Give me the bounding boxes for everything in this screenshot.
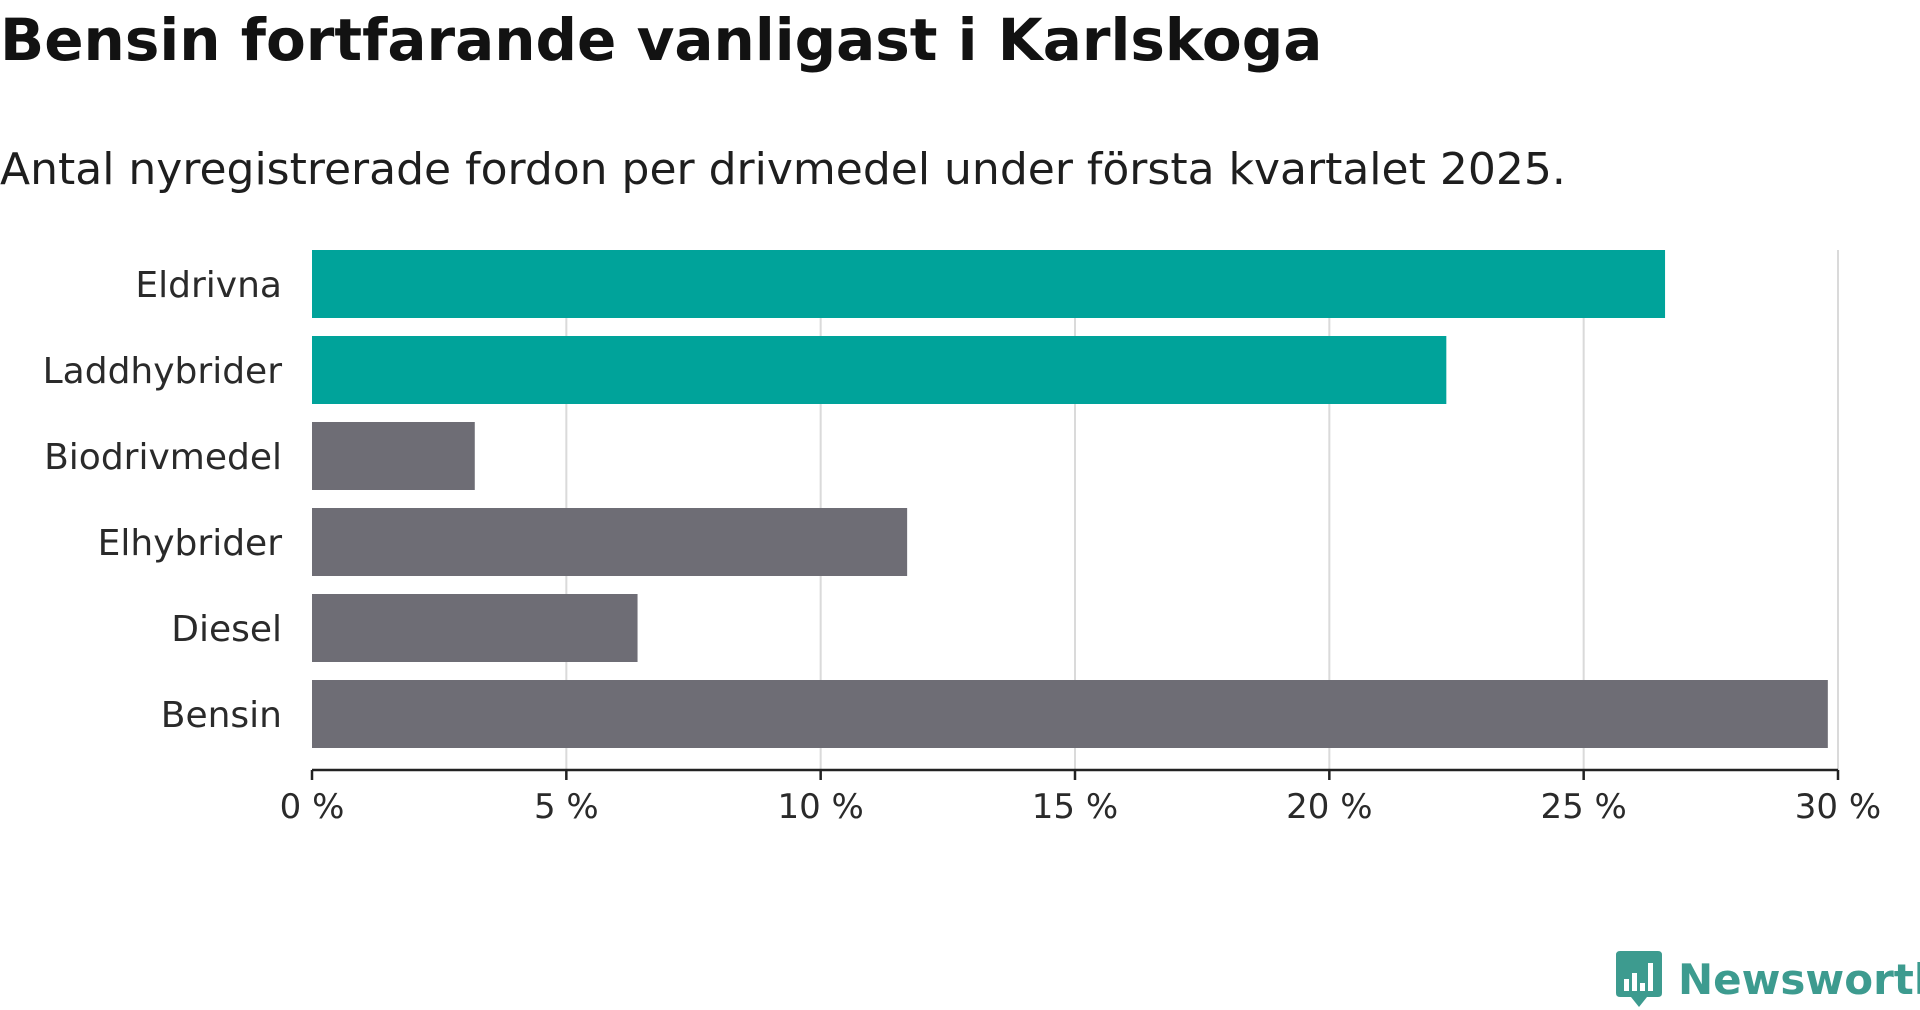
category-label: Eldrivna	[135, 265, 282, 306]
category-label: Laddhybrider	[43, 351, 283, 392]
category-label: Diesel	[171, 609, 282, 650]
x-tick-label: 25 %	[1540, 787, 1626, 827]
bars	[312, 250, 1828, 748]
newsworthy-logo-icon	[1616, 951, 1662, 1007]
category-labels: Eldrivna Laddhybrider Biodrivmedel Elhybrid…	[43, 265, 283, 736]
bar-laddhybrider	[312, 336, 1447, 404]
bar-diesel	[312, 594, 638, 662]
x-tick-label: 5 %	[534, 787, 599, 827]
category-label: Bensin	[161, 695, 282, 736]
x-axis: 0 % 5 % 10 % 15 % 20 % 25 % 30 %	[280, 768, 1881, 827]
x-tick-label: 0 %	[280, 787, 345, 827]
bar-elhybrider	[312, 508, 908, 576]
x-tick-label: 30 %	[1795, 787, 1881, 827]
x-tick-label: 15 %	[1032, 787, 1118, 827]
x-tick-label: 20 %	[1286, 787, 1372, 827]
chart-subtitle: Antal nyregistrerade fordon per drivmede…	[0, 144, 1566, 195]
bar-bensin	[312, 680, 1828, 748]
chart-title: Bensin fortfarande vanligast i Karlskoga	[0, 6, 1323, 74]
category-label: Elhybrider	[98, 523, 283, 564]
category-label: Biodrivmedel	[44, 437, 282, 478]
brand-logo: Newsworthy	[1614, 948, 1920, 1010]
bar-biodrivmedel	[312, 422, 475, 490]
x-tick-label: 10 %	[777, 787, 863, 827]
bar-eldrivna	[312, 250, 1666, 318]
brand-name: Newsworthy	[1678, 954, 1920, 1004]
